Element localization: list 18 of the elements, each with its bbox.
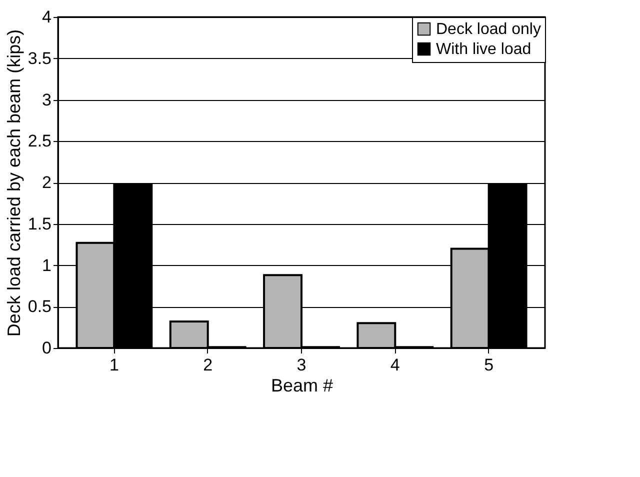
y-tick-label: 2 — [42, 173, 52, 192]
legend-label: Deck load only — [436, 21, 541, 38]
y-tick-label: 4 — [42, 8, 52, 26]
y-tick-label: 1 — [42, 256, 52, 275]
x-tick-label: 4 — [390, 356, 400, 374]
legend-label: With live load — [436, 41, 532, 58]
x-tick-label: 2 — [203, 356, 213, 374]
x-tick-label: 5 — [484, 356, 494, 374]
y-tick-label: 2.5 — [28, 132, 52, 151]
x-axis-title: Beam # — [270, 376, 334, 396]
y-tick-label: 3.5 — [28, 48, 52, 68]
y-tick-label: 0.5 — [28, 297, 52, 316]
y-tick-label: 3 — [42, 90, 52, 110]
x-tick-label: 3 — [296, 356, 306, 374]
y-tick-label: 0 — [42, 338, 52, 358]
y-axis-title: Deck load carried by each beam (kips) — [4, 29, 24, 337]
x-tick-label: 1 — [109, 356, 119, 374]
y-tick-label: 1.5 — [28, 214, 52, 234]
